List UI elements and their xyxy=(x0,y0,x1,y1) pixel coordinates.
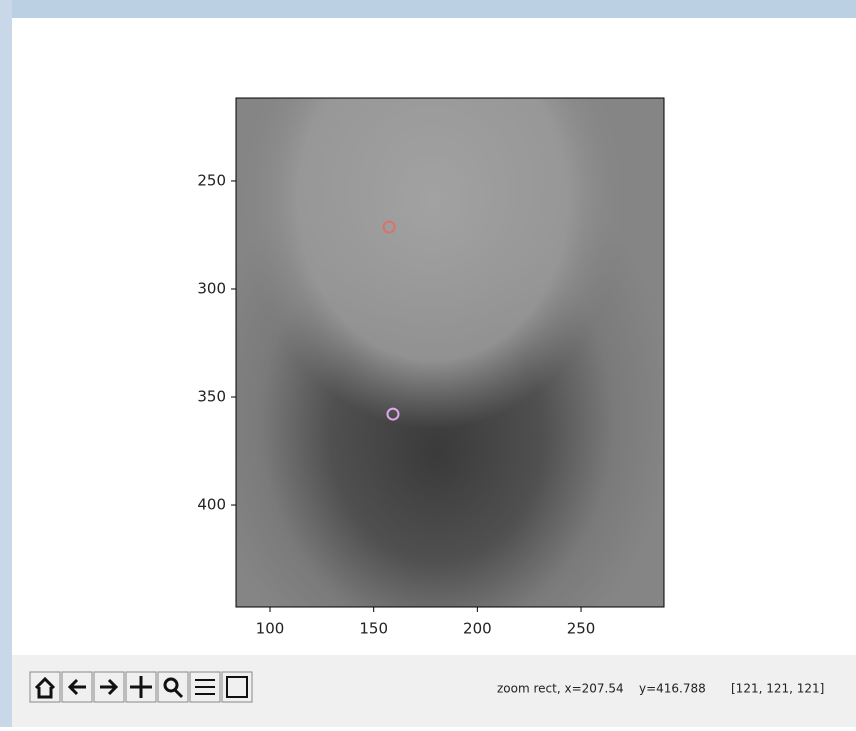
toolbar-buttons xyxy=(30,672,252,702)
window: zoom rect, x=207.54 y=416.788 [121, 121,… xyxy=(0,0,856,727)
y-tick-label: 300 xyxy=(197,279,226,297)
axes xyxy=(236,98,664,607)
x-tick-label: 200 xyxy=(463,620,492,638)
title-bar xyxy=(0,0,856,18)
y-tick-label: 350 xyxy=(197,388,226,406)
image-highlight xyxy=(236,98,664,607)
x-tick-label: 250 xyxy=(567,620,596,638)
y-tick-label: 400 xyxy=(197,496,226,514)
status-y: y=416.788 xyxy=(639,682,706,696)
x-tick-label: 150 xyxy=(359,620,388,638)
x-tick-label: 100 xyxy=(256,620,285,638)
y-tick-label: 250 xyxy=(197,171,226,189)
zoom-button[interactable] xyxy=(158,672,188,702)
window-border xyxy=(0,0,12,727)
status-pixel: [121, 121, 121] xyxy=(731,682,824,696)
status-mode: zoom rect, x=207.54 xyxy=(497,682,624,696)
